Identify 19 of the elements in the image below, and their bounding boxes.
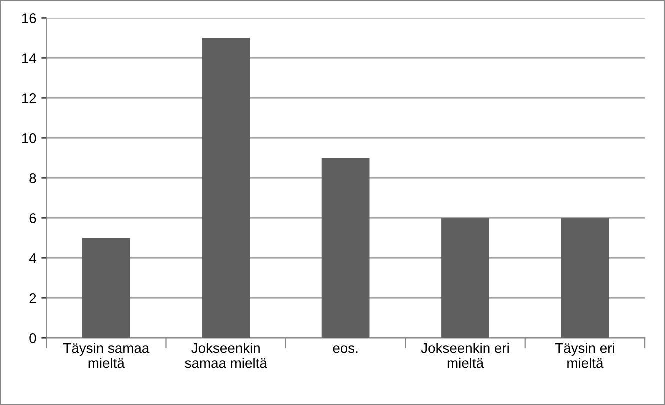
bar (322, 158, 370, 338)
y-tick-label: 16 (22, 14, 36, 24)
y-tick-label: 0 (30, 334, 36, 344)
x-tick-label: Jokseenkin eri mieltä (421, 343, 509, 368)
y-tick-label: 12 (22, 94, 36, 104)
bar (561, 218, 610, 338)
y-tick-label: 2 (30, 294, 36, 304)
y-tick-label: 4 (29, 254, 36, 264)
bar (442, 218, 490, 338)
x-tick-label: Jokseenkin samaa mieltä (185, 343, 268, 368)
y-tick-label: 8 (30, 174, 36, 184)
y-tick-label: 14 (22, 54, 36, 64)
bar (202, 38, 250, 338)
y-tick-label: 6 (30, 214, 36, 224)
x-tick-label: Täysin samaa mieltä (63, 343, 150, 368)
y-tick-label: 10 (22, 134, 36, 144)
bar (82, 238, 130, 338)
x-tick-label: Täysin eri mieltä (555, 343, 614, 368)
x-tick-label: eos. (333, 346, 358, 354)
